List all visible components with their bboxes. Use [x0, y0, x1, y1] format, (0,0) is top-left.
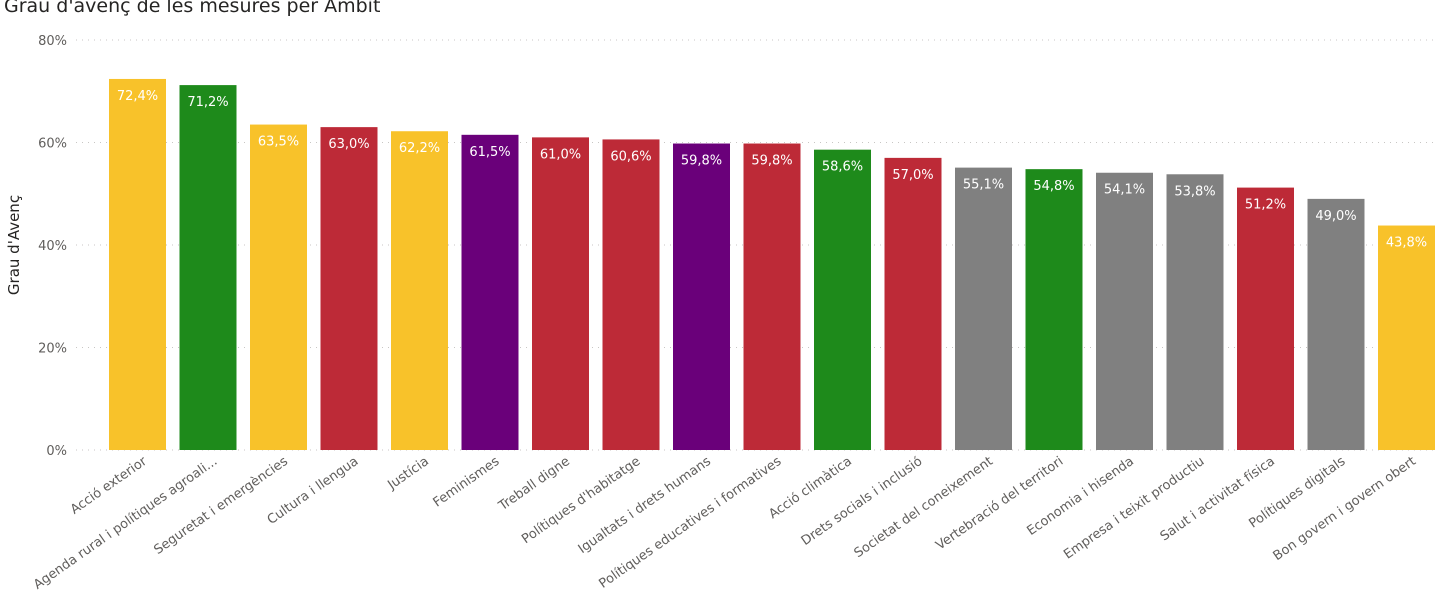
y-axis-title: Grau d'Avenç — [5, 195, 23, 295]
data-label: 61,5% — [469, 145, 510, 160]
bar[interactable] — [1166, 174, 1224, 450]
y-tick-label: 60% — [38, 137, 67, 152]
data-label: 55,1% — [963, 178, 1004, 193]
data-label: 71,2% — [187, 95, 228, 110]
data-label: 72,4% — [117, 89, 158, 104]
bar[interactable] — [320, 127, 378, 450]
data-label: 54,8% — [1033, 179, 1074, 194]
y-tick-label: 80% — [38, 34, 67, 49]
data-label: 63,0% — [328, 137, 369, 152]
y-tick-label: 0% — [46, 444, 67, 459]
category-label: Vertebració del territori — [933, 454, 1066, 553]
data-label: 54,1% — [1104, 183, 1145, 198]
y-tick-label: 40% — [38, 239, 67, 254]
bar[interactable] — [1025, 169, 1083, 450]
bar[interactable] — [1096, 172, 1153, 451]
bar[interactable] — [884, 157, 942, 450]
category-label: Justícia — [384, 454, 431, 493]
category-label: Feminismes — [431, 454, 503, 511]
data-label: 51,2% — [1245, 198, 1286, 213]
data-label: 59,8% — [751, 154, 792, 169]
bar[interactable] — [743, 143, 801, 450]
bar[interactable] — [955, 167, 1012, 451]
bar[interactable] — [1307, 198, 1365, 450]
bar[interactable] — [1237, 187, 1294, 450]
bar[interactable] — [391, 131, 448, 450]
bar[interactable] — [602, 139, 660, 451]
category-label: Bon govern i govern obert — [1271, 454, 1419, 564]
data-label: 58,6% — [822, 160, 863, 175]
bar[interactable] — [179, 85, 237, 450]
data-label: 43,8% — [1386, 236, 1427, 251]
data-label: 53,8% — [1174, 184, 1215, 199]
category-label: Societat del coneixement — [852, 454, 996, 561]
data-label: 49,0% — [1315, 209, 1356, 224]
data-label: 60,6% — [610, 149, 651, 164]
bar[interactable] — [1378, 225, 1435, 450]
category-label: Salut i activitat física — [1158, 454, 1278, 544]
bar[interactable] — [461, 134, 519, 450]
chart-title: Grau d'avenç de les mesures per Àmbit — [4, 0, 381, 17]
category-label: Polítiques d'habitatge — [519, 454, 643, 547]
category-label: Seguretat i emergències — [151, 454, 291, 558]
bar[interactable] — [250, 124, 307, 450]
bar[interactable] — [109, 78, 166, 450]
data-label: 61,0% — [540, 147, 581, 162]
data-label: 57,0% — [892, 168, 933, 183]
bar[interactable] — [532, 137, 589, 450]
bar[interactable] — [673, 143, 730, 450]
data-label: 62,2% — [399, 141, 440, 156]
category-label: Igualtats i drets humans — [576, 454, 714, 557]
data-label: 63,5% — [258, 135, 299, 150]
data-label: 59,8% — [681, 154, 722, 169]
category-label: Empresa i teixit productiu — [1061, 454, 1207, 563]
bar[interactable] — [814, 149, 871, 451]
category-label: Drets socials i inclusió — [799, 454, 926, 549]
y-tick-label: 20% — [38, 342, 67, 357]
